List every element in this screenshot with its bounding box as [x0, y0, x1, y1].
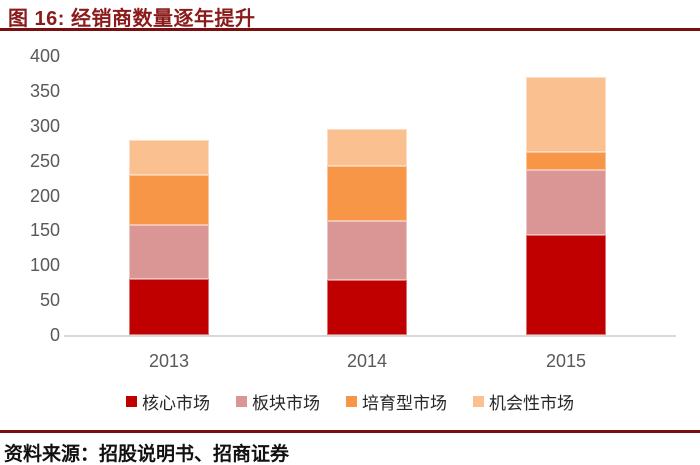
x-axis-tick-label: 2013	[148, 351, 190, 371]
y-axis-tick-label: 400	[29, 46, 60, 66]
y-axis-tick-label: 350	[29, 80, 60, 101]
y-axis-tick-label: 50	[39, 290, 60, 311]
bar-segment	[526, 235, 606, 335]
chart-legend: 核心市场 板块市场 培育型市场 机会性市场	[0, 389, 700, 414]
bar-segment	[129, 174, 209, 225]
y-axis-tick-label: 250	[29, 150, 60, 171]
bar-segment	[129, 279, 209, 335]
legend-label: 机会性市场	[489, 394, 574, 413]
bar-segment	[327, 220, 407, 280]
bar-segment	[129, 139, 209, 175]
bar-segment	[327, 129, 407, 167]
y-axis-tick-label: 300	[29, 115, 60, 136]
figure-title: 图 16: 经销商数量逐年提升	[8, 8, 256, 30]
legend-swatch-icon	[236, 396, 247, 407]
bar-segment	[526, 170, 606, 236]
x-axis-tick-label: 2014	[346, 351, 388, 371]
stacked-bar-chart: 0 50 100 150 200 250 300 350 400 2013 2014 2015 核心…	[0, 46, 700, 414]
legend-swatch-icon	[346, 396, 357, 407]
legend-item: 机会性市场	[473, 389, 574, 414]
x-axis-tick-label: 2015	[545, 351, 587, 371]
bar-segment	[327, 166, 407, 221]
footer-divider	[0, 430, 700, 433]
y-axis-tick-label: 200	[29, 185, 60, 206]
legend-item: 板块市场	[236, 389, 320, 414]
y-axis-tick-label: 150	[29, 220, 60, 241]
legend-label: 板块市场	[252, 394, 320, 413]
x-axis-line	[64, 335, 676, 337]
legend-label: 培育型市场	[362, 394, 447, 413]
bar-segment	[327, 279, 407, 335]
source-note: 资料来源：招股说明书、招商证券	[4, 444, 290, 465]
title-divider	[0, 28, 700, 31]
legend-label: 核心市场	[142, 394, 210, 413]
bar-segment	[526, 76, 606, 152]
y-axis-tick-label: 0	[49, 325, 60, 345]
bar-segment	[526, 151, 606, 171]
legend-item: 核心市场	[126, 389, 210, 414]
bar-segment	[129, 224, 209, 280]
y-axis-tick-label: 100	[29, 255, 60, 276]
legend-swatch-icon	[126, 396, 137, 407]
legend-swatch-icon	[473, 396, 484, 407]
legend-item: 培育型市场	[346, 389, 447, 414]
